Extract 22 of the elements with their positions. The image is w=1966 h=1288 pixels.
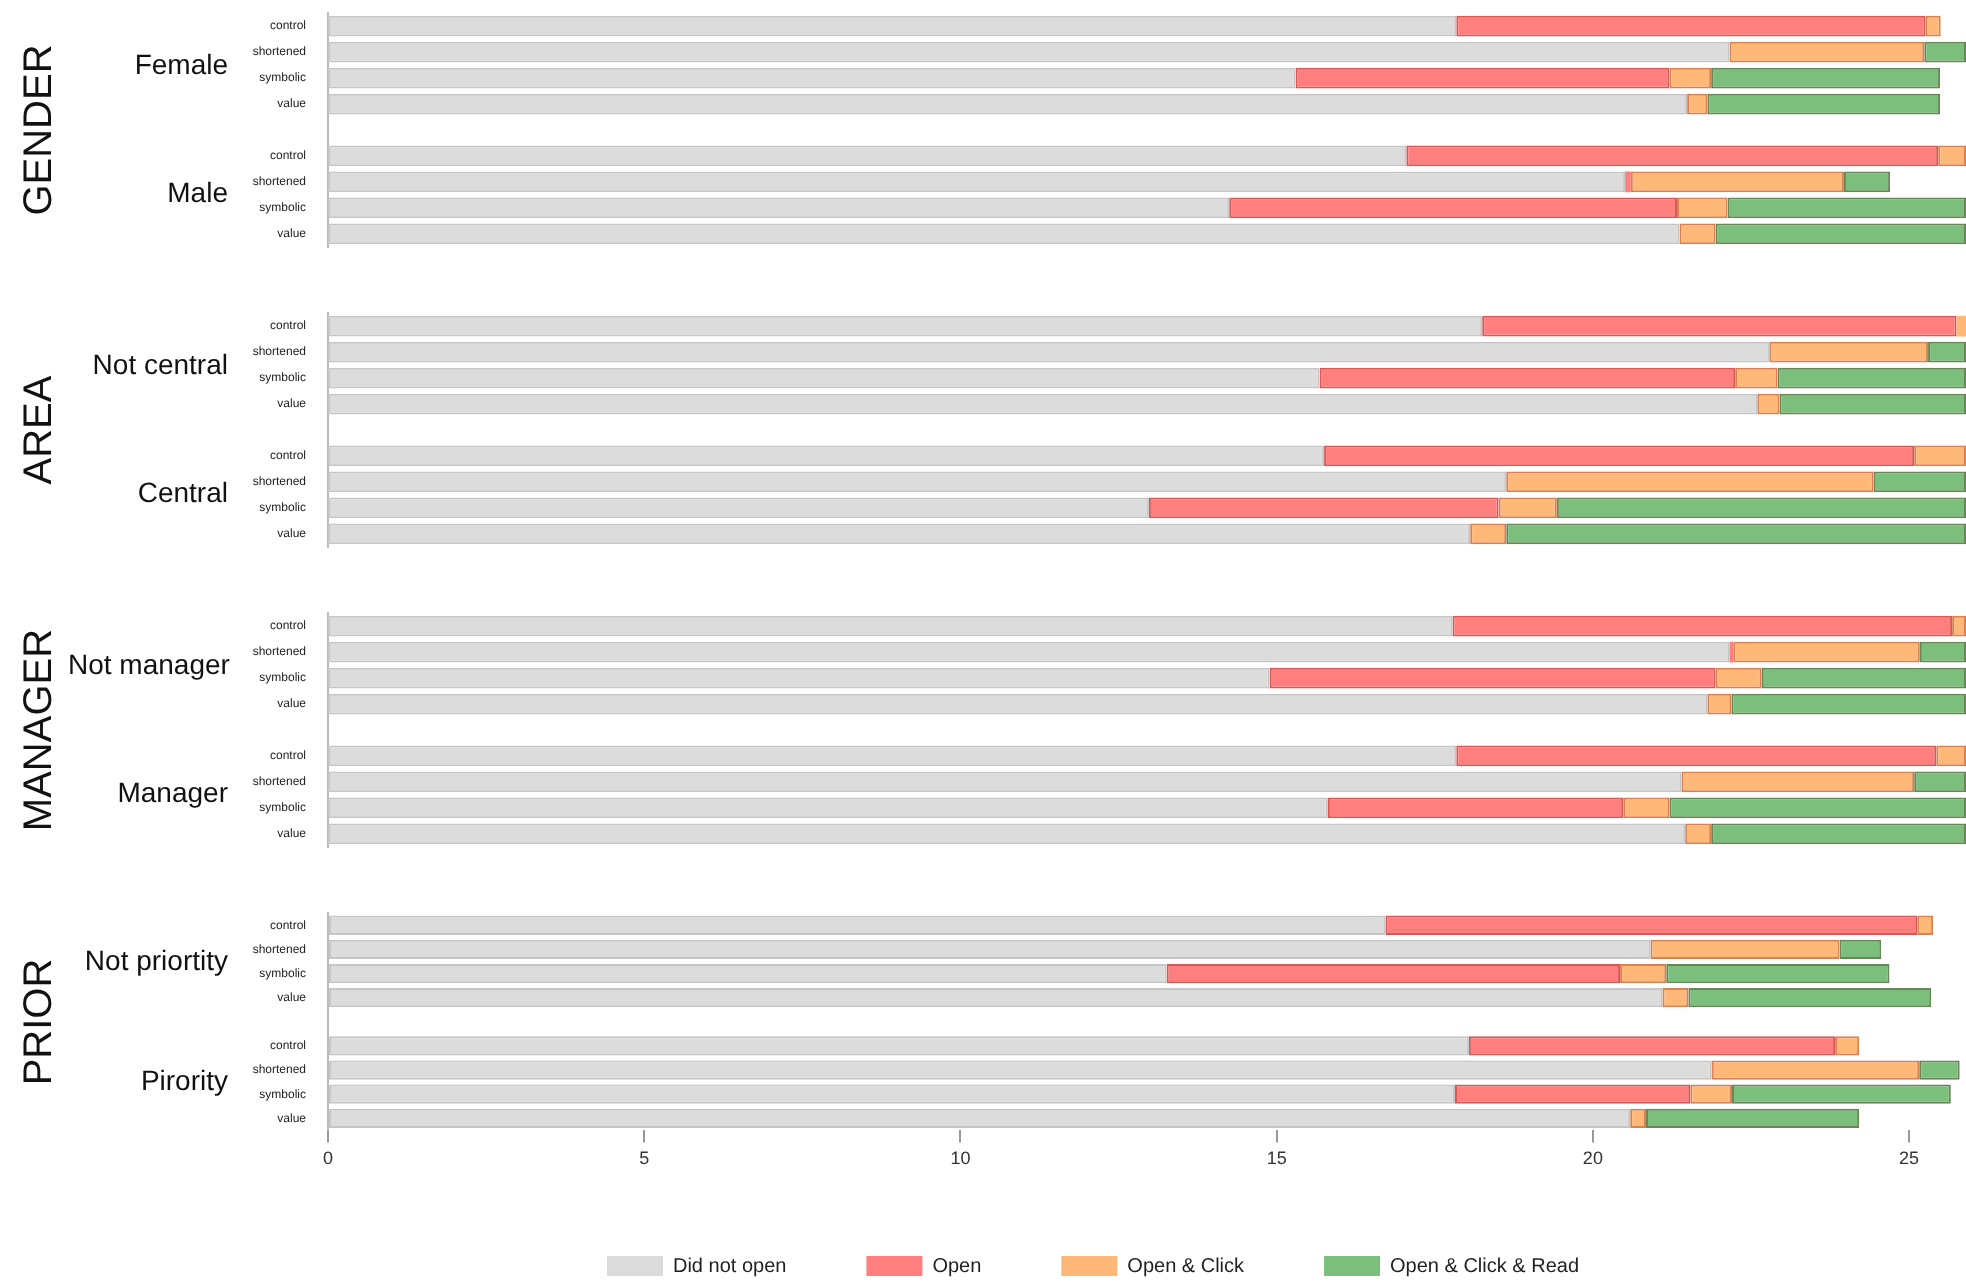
text: Manager (115, 776, 228, 809)
y-axis-title: GENDER (17, 44, 63, 216)
text: Not central (90, 347, 228, 380)
text: Female (132, 47, 228, 80)
x-tick-label: 20 (1582, 1148, 1603, 1169)
x-tick-label: 5 (639, 1148, 650, 1169)
text: Not manager (68, 647, 230, 680)
text: Male (165, 176, 228, 209)
x-tick-label: 25 (1899, 1148, 1920, 1169)
y-axis-title: PRIOR (17, 958, 63, 1086)
x-tick-label: 15 (1266, 1148, 1287, 1169)
legend-label: Open (932, 1255, 982, 1278)
y-axis-title: AREA (17, 375, 63, 485)
text: Pirority (138, 1064, 228, 1097)
x-tick-label: 0 (322, 1148, 334, 1169)
legend-label: Open & Click (1127, 1255, 1247, 1278)
x-tick-label: 10 (950, 1148, 971, 1169)
legend-label: Open & Click & Read (1390, 1255, 1580, 1278)
y-axis-title: MANAGER (17, 628, 63, 832)
text: Central (135, 476, 228, 509)
text: Not priortity (82, 943, 228, 976)
legend-label: Did not open (672, 1255, 787, 1278)
